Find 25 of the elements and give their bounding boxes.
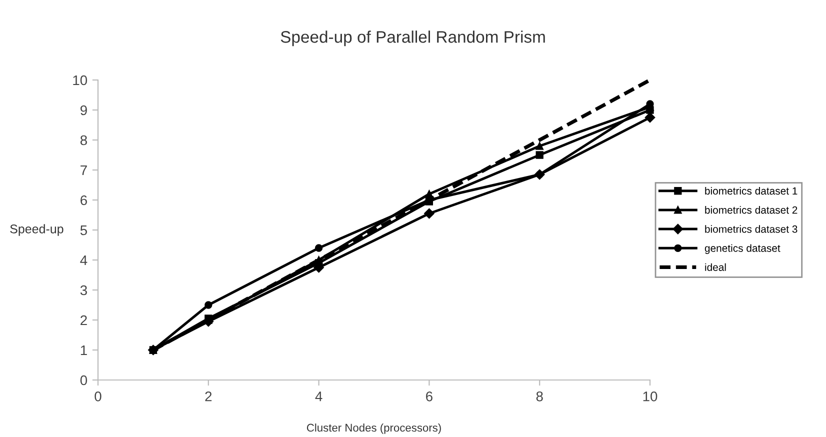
y-tick-label: 0 [80, 375, 88, 386]
x-tick-label: 2 [205, 391, 212, 402]
y-tick-label: 10 [73, 75, 88, 86]
chart-title: Speed-up of Parallel Random Prism [280, 30, 545, 46]
y-tick-label: 3 [80, 285, 87, 296]
y-tick-label: 5 [80, 225, 87, 236]
x-tick-label: 6 [426, 391, 432, 402]
legend-label: biometrics dataset 1 [705, 186, 798, 195]
y-tick-label: 1 [80, 345, 87, 356]
legend-label: genetics dataset [704, 244, 780, 254]
y-tick-label: 6 [80, 195, 87, 206]
x-tick-label: 0 [94, 391, 102, 402]
y-tick-label: 7 [80, 165, 87, 176]
y-axis-title: Speed-up [10, 224, 64, 236]
x-axis-title: Cluster Nodes (processors) [306, 424, 441, 434]
legend-label: biometrics dataset 2 [705, 206, 798, 214]
legend-label: ideal [705, 263, 726, 271]
legend-label: biometrics dataset 3 [705, 225, 798, 233]
y-tick-label: 9 [80, 105, 87, 116]
x-tick-label: 8 [536, 391, 543, 402]
y-tick-label: 4 [80, 255, 88, 266]
x-tick-label: 10 [643, 391, 658, 402]
y-tick-label: 8 [80, 135, 87, 146]
y-tick-label: 2 [80, 315, 87, 326]
x-tick-label: 4 [315, 392, 322, 402]
